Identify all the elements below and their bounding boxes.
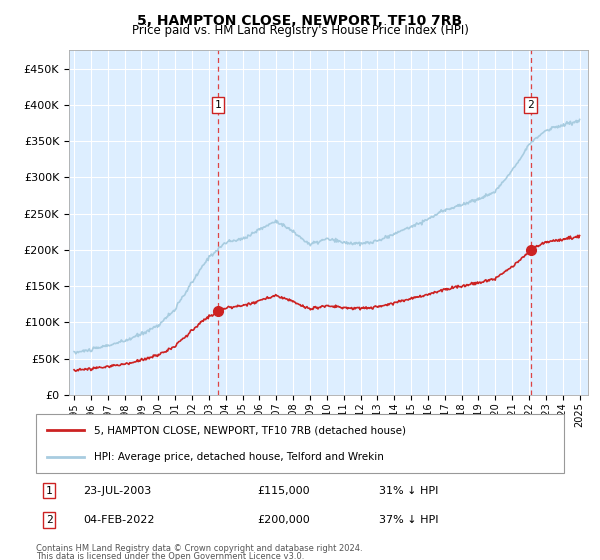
Text: This data is licensed under the Open Government Licence v3.0.: This data is licensed under the Open Gov… xyxy=(36,552,304,560)
Text: 1: 1 xyxy=(46,486,53,496)
Text: 23-JUL-2003: 23-JUL-2003 xyxy=(83,486,152,496)
Text: Contains HM Land Registry data © Crown copyright and database right 2024.: Contains HM Land Registry data © Crown c… xyxy=(36,544,362,553)
Text: 04-FEB-2022: 04-FEB-2022 xyxy=(83,515,155,525)
Text: 37% ↓ HPI: 37% ↓ HPI xyxy=(379,515,439,525)
Text: Price paid vs. HM Land Registry's House Price Index (HPI): Price paid vs. HM Land Registry's House … xyxy=(131,24,469,37)
Text: 5, HAMPTON CLOSE, NEWPORT, TF10 7RB (detached house): 5, HAMPTON CLOSE, NEWPORT, TF10 7RB (det… xyxy=(94,425,406,435)
FancyBboxPatch shape xyxy=(36,414,564,473)
Text: £200,000: £200,000 xyxy=(258,515,311,525)
Text: 2: 2 xyxy=(46,515,53,525)
Text: 2: 2 xyxy=(527,100,534,110)
Text: 31% ↓ HPI: 31% ↓ HPI xyxy=(379,486,439,496)
Text: HPI: Average price, detached house, Telford and Wrekin: HPI: Average price, detached house, Telf… xyxy=(94,452,384,463)
Text: 1: 1 xyxy=(215,100,221,110)
Text: 5, HAMPTON CLOSE, NEWPORT, TF10 7RB: 5, HAMPTON CLOSE, NEWPORT, TF10 7RB xyxy=(137,14,463,28)
Text: £115,000: £115,000 xyxy=(258,486,310,496)
